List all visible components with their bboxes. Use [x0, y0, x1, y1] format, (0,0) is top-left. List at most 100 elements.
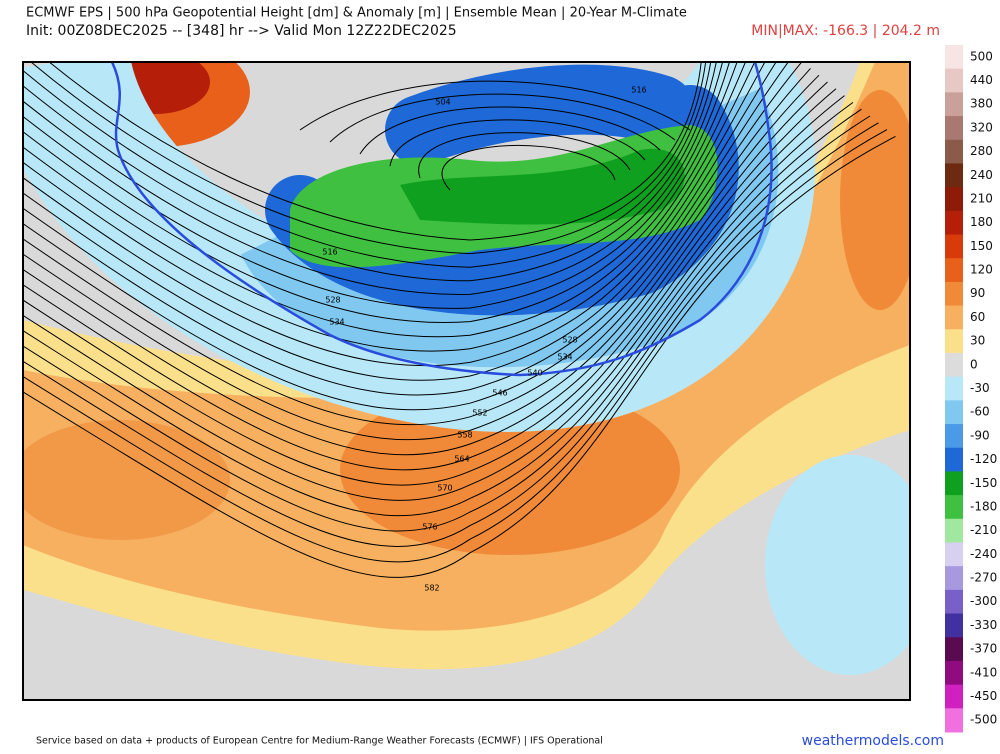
min-max: MIN|MAX: -166.3 | 204.2 m [751, 23, 940, 39]
colorbar: 500 440 380 320 280 240 210 180 150 120 90 60 30 0 -30… [945, 45, 997, 733]
anomaly-area [340, 385, 680, 555]
title: ECMWF EPS | 500 hPa Geopotential Height … [26, 6, 687, 21]
contour-line [418, 132, 631, 179]
colorbar-label: 30 [970, 334, 985, 348]
colorbar-label: 440 [970, 73, 993, 87]
anomaly-area [23, 420, 230, 540]
colorbar-label: -210 [970, 523, 997, 537]
colorbar-swatch [945, 637, 963, 662]
contour-line [23, 62, 777, 381]
anomaly-area [400, 148, 685, 225]
colorbar-swatch [945, 447, 963, 472]
anomaly-area [23, 62, 910, 631]
colorbar-label: 380 [970, 97, 993, 111]
colorbar-swatch [945, 376, 963, 401]
contour-label: 564 [454, 455, 469, 464]
colorbar-label: -120 [970, 452, 997, 466]
colorbar-label: -370 [970, 642, 997, 656]
colorbar-swatch [945, 352, 963, 378]
subtitle: Init: 00Z08DEC2025 -- [348] hr --> Valid… [26, 23, 457, 39]
contour-label: 528 [562, 336, 577, 345]
contour-line [23, 135, 896, 578]
colorbar-swatch [945, 518, 963, 543]
colorbar-swatch [945, 660, 963, 686]
contour-label: 534 [557, 353, 572, 362]
colorbar-swatch [945, 708, 963, 733]
colorbar-label: 0 [970, 357, 978, 371]
colorbar-swatch [945, 68, 963, 93]
contour-line [23, 129, 888, 563]
anomaly-area [840, 90, 910, 310]
contour-label: 516 [631, 86, 646, 95]
contour-line [23, 74, 820, 441]
contour-label: 582 [424, 584, 439, 593]
colorbar-label: 280 [970, 144, 993, 158]
colorbar-label: 180 [970, 215, 993, 229]
contour-line [23, 95, 845, 486]
colorbar-label: 500 [970, 49, 993, 63]
colorbar-label: -500 [970, 713, 997, 727]
contour-label: 552 [472, 409, 487, 418]
contour-labels: 504 516 516 528 534 528 534 540 546 552 558 564 570 5… [322, 86, 646, 593]
colorbar-swatch [945, 210, 963, 236]
contour-label: 558 [457, 431, 472, 440]
colorbar-label: 210 [970, 191, 993, 205]
contour-label: 576 [422, 523, 437, 532]
contour-label: 528 [325, 296, 340, 305]
colorbar-swatch [945, 45, 963, 70]
contour-line [23, 81, 828, 456]
colorbar-swatch [945, 116, 963, 141]
contour-line [23, 62, 789, 396]
contour-line [23, 62, 756, 352]
map: 504 516 516 528 534 528 534 540 546 552 558 564 570 5… [23, 62, 910, 700]
contour-label: 516 [322, 248, 337, 257]
contour-line [23, 62, 803, 411]
contour-line [441, 144, 616, 191]
contour-line [299, 80, 691, 131]
colorbar-swatch [945, 258, 963, 283]
colorbar-swatch [945, 281, 963, 307]
contour-line [23, 62, 712, 268]
contour-line [23, 115, 871, 532]
colorbar-label: 90 [970, 286, 985, 300]
colorbar-swatch [945, 613, 963, 638]
colorbar-swatch [945, 139, 963, 164]
colorbar-swatch [945, 329, 963, 354]
contour-lines [23, 62, 896, 578]
contour-line [23, 88, 837, 471]
colorbar-label: -180 [970, 499, 997, 513]
contour-line [23, 101, 854, 501]
colorbar-label: -330 [970, 618, 997, 632]
contour-line [23, 62, 730, 309]
colorbar-swatch [945, 589, 963, 615]
site-link[interactable]: weathermodels.com [802, 733, 944, 749]
contour-line [23, 108, 862, 517]
colorbar-label: -450 [970, 689, 997, 703]
colorbar-label: -90 [970, 428, 990, 442]
colorbar-swatch [945, 305, 963, 330]
contour-line [23, 62, 766, 367]
credit: Service based on data + products of Euro… [36, 736, 603, 747]
colorbar-swatch [945, 495, 963, 520]
contour-label: 546 [492, 389, 507, 398]
contour-line [48, 62, 702, 241]
colorbar-label: -60 [970, 405, 990, 419]
contour-line [23, 62, 717, 282]
contour-line [23, 62, 738, 323]
contour-line [359, 106, 661, 155]
colorbar-label: -30 [970, 381, 990, 395]
colorbar-swatch [945, 542, 963, 567]
contour-line [23, 122, 879, 547]
colorbar-label: -150 [970, 476, 997, 490]
contour-line [23, 68, 811, 426]
contour-label: 534 [329, 318, 344, 327]
colorbar-label: -300 [970, 594, 997, 608]
contour-label: 540 [527, 369, 542, 378]
colorbar-swatch [945, 187, 963, 212]
contour-line [389, 119, 646, 167]
colorbar-swatch [945, 400, 963, 425]
colorbar-swatch [945, 163, 963, 188]
colorbar-label: -270 [970, 571, 997, 585]
